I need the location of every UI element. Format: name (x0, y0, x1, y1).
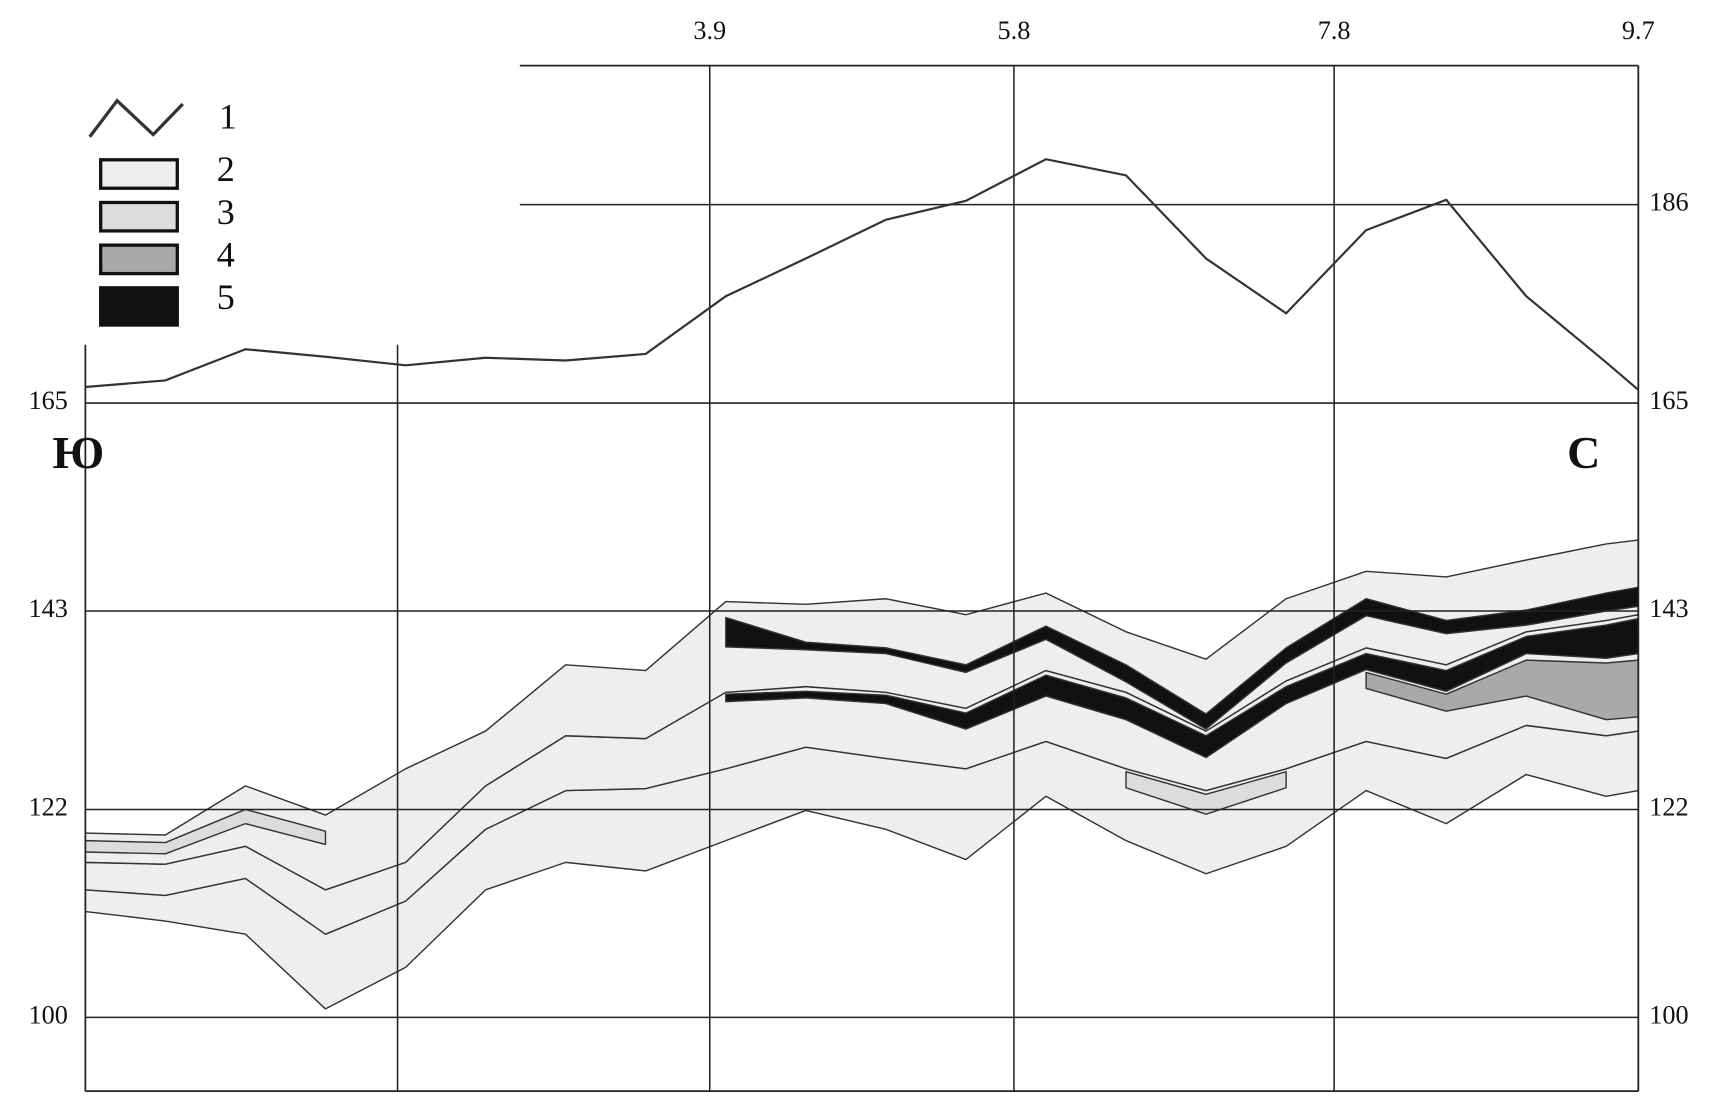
elevation-line (85, 158, 1640, 391)
layer-band (1125, 770, 1287, 815)
legend-label: 1 (219, 97, 237, 137)
legend-label: 5 (217, 277, 235, 317)
y-tick-label: 143 (1649, 594, 1688, 623)
x-tick-label: 3.9 (693, 16, 726, 45)
y-tick-label: 122 (28, 792, 67, 821)
x-tick-label: 7.8 (1318, 16, 1351, 45)
section (84, 539, 1640, 1010)
legend-swatch (99, 158, 179, 190)
profile (85, 158, 1640, 391)
y-tick-label: 143 (28, 594, 67, 623)
y-tick-label: 165 (1649, 386, 1688, 415)
y-tick-label: 122 (1649, 792, 1688, 821)
grid (85, 65, 1640, 1092)
legend-swatch (99, 243, 179, 276)
legend-swatch (99, 286, 179, 327)
legend-swatch (88, 98, 184, 138)
legend-label: 3 (217, 192, 235, 232)
direction-label: Ю (53, 427, 105, 478)
x-tick-label: 9.7 (1622, 16, 1655, 45)
x-tick-label: 5.8 (998, 16, 1031, 45)
y-tick-label: 100 (1649, 1000, 1688, 1029)
legend-label: 2 (217, 149, 235, 189)
legend-label: 4 (217, 235, 235, 275)
y-tick-label: 186 (1649, 188, 1688, 217)
y-tick-label: 100 (28, 1000, 67, 1029)
y-tick-label: 165 (28, 386, 67, 415)
legend-swatch (99, 200, 179, 233)
direction-label: С (1567, 427, 1600, 478)
layer-band (84, 808, 327, 855)
